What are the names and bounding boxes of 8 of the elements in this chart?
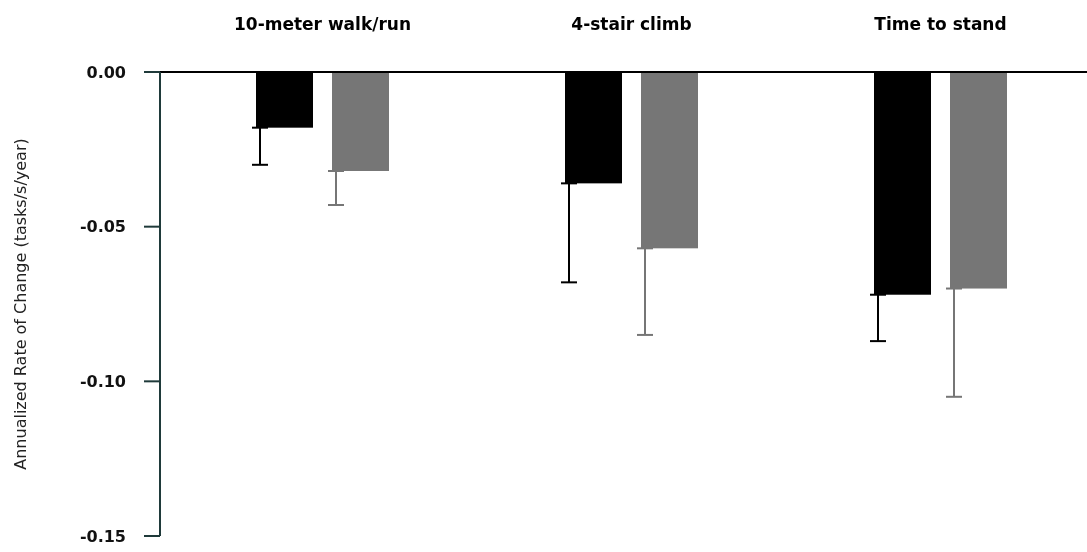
y-tick-label: -0.05 <box>79 217 126 237</box>
x-tick-label: 10-meter walk/run <box>233 14 412 34</box>
y-tick-label: 0.00 <box>86 62 126 82</box>
y-tick-label: -0.15 <box>79 526 126 546</box>
x-tick-label: Time to stand <box>874 14 1007 34</box>
y-tick-label: -0.10 <box>79 371 126 391</box>
y-axis-title: Annualized Rate of Change (tasks/s/year) <box>10 138 30 470</box>
x-tick-label: 4-stair climb <box>571 14 692 34</box>
